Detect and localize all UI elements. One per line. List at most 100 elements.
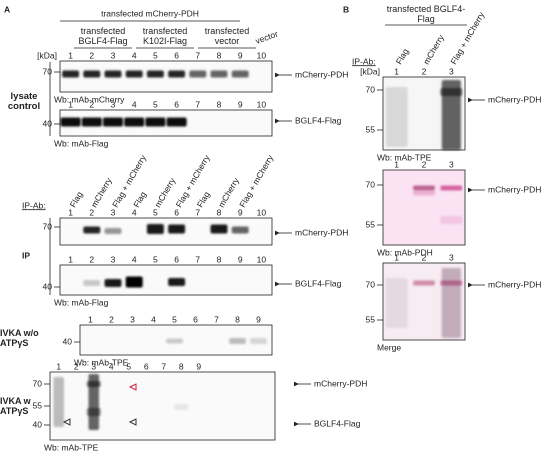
- wb-label: Wb: mAb-mCherry: [54, 94, 125, 104]
- marker-label: 40: [43, 281, 53, 291]
- band: [125, 276, 143, 288]
- lane-number: 1: [394, 252, 399, 262]
- lane-number: 10: [257, 254, 267, 264]
- lane-number: 2: [89, 254, 94, 264]
- lane-number: 7: [195, 50, 200, 60]
- band: [146, 224, 164, 234]
- column-label: Flag + mCherry: [237, 153, 275, 210]
- lane-number: 6: [174, 254, 179, 264]
- ip-ab-label: IP-Ab:: [352, 56, 376, 66]
- lane-number: 1: [68, 207, 73, 217]
- lane-number: 2: [422, 66, 427, 76]
- lane-number: 9: [238, 254, 243, 264]
- band: [440, 185, 463, 191]
- band: [83, 280, 101, 286]
- lane-number: 7: [195, 254, 200, 264]
- band: [441, 80, 461, 150]
- wb-label: Wb: mAb-TPE: [377, 152, 432, 162]
- lane-number: 3: [449, 66, 454, 76]
- marker-label: 40: [63, 336, 73, 346]
- band: [440, 88, 463, 96]
- lane-number: 1: [394, 159, 399, 169]
- lane-number: 7: [195, 99, 200, 109]
- band: [210, 224, 228, 234]
- lane-number: 8: [217, 207, 222, 217]
- lane-number: 4: [151, 314, 156, 324]
- lane-number: 3: [130, 314, 135, 324]
- column-label: mCherry: [421, 32, 446, 66]
- band: [440, 216, 463, 224]
- lane-number: 3: [449, 252, 454, 262]
- band-label: mCherry-PDH: [295, 227, 348, 237]
- lane-number: 10: [257, 207, 267, 217]
- lane-number: 4: [132, 99, 137, 109]
- band: [166, 338, 183, 344]
- lane-number: 5: [153, 207, 158, 217]
- lane-number: 1: [68, 99, 73, 109]
- lane-number: 3: [91, 361, 96, 371]
- band: [53, 377, 64, 427]
- lane-number: 1: [68, 50, 73, 60]
- blot: [49, 371, 276, 441]
- lane-number: 1: [394, 66, 399, 76]
- lane-number: 9: [256, 314, 261, 324]
- lane-number: 10: [257, 50, 267, 60]
- lane-number: 9: [238, 50, 243, 60]
- header: transfected mCherry-PDH: [101, 8, 199, 18]
- lane-number: 7: [161, 361, 166, 371]
- band: [104, 228, 122, 234]
- band: [102, 117, 124, 127]
- lane-number: 2: [422, 159, 427, 169]
- band: [166, 117, 187, 127]
- column-label: Flag: [131, 190, 148, 210]
- marker-label: 70: [43, 66, 53, 76]
- section-label: IVKA w/o ATPγS: [0, 328, 39, 348]
- blot: [59, 264, 273, 296]
- wb-label: Wb: mAb-Flag: [54, 297, 109, 307]
- marker-label: 55: [366, 314, 376, 324]
- band: [413, 190, 435, 196]
- lane-number: 9: [238, 99, 243, 109]
- lane-number: 4: [132, 207, 137, 217]
- marker-label: 70: [33, 378, 43, 388]
- band: [86, 408, 101, 416]
- lane-number: 8: [235, 314, 240, 324]
- band: [81, 117, 102, 127]
- band: [86, 381, 101, 387]
- band-label: mCherry-PDH: [295, 69, 348, 79]
- band: [231, 226, 249, 234]
- band: [168, 70, 186, 78]
- lane-number: 6: [144, 361, 149, 371]
- band-label: BGLF4-Flag: [314, 418, 361, 428]
- band-label: mCherry-PDH: [488, 94, 541, 104]
- wb-label: Merge: [377, 342, 401, 352]
- band: [145, 117, 166, 127]
- section-label: lysate control: [7, 91, 41, 112]
- lane-number: 4: [132, 50, 137, 60]
- band: [413, 185, 435, 191]
- group-label: transfected vector: [204, 26, 250, 46]
- lane-number: 1: [68, 254, 73, 264]
- lane-number: 1: [88, 314, 93, 324]
- section-label: IVKA w ATPγS: [0, 396, 31, 416]
- lane-number: 3: [111, 207, 116, 217]
- lane-number: 5: [153, 50, 158, 60]
- band: [146, 70, 164, 78]
- band-label: mCherry-PDH: [314, 378, 367, 388]
- band: [104, 70, 122, 78]
- arrowhead-marker: [128, 418, 137, 426]
- band: [125, 70, 143, 78]
- lane-number: 6: [174, 207, 179, 217]
- ip-ab-label: IP-Ab:: [22, 200, 46, 210]
- lane-number: 6: [193, 314, 198, 324]
- group-label: transfected BGLF4-Flag: [78, 26, 128, 46]
- marker-label: 40: [33, 419, 43, 429]
- column-label: Flag: [68, 190, 85, 210]
- unit-label: [kDa]: [37, 50, 57, 60]
- wb-label: Wb: mAb-TPE: [44, 442, 99, 452]
- panel-label: A: [4, 4, 10, 14]
- band-label: BGLF4-Flag: [295, 115, 342, 125]
- lane-number: 5: [153, 99, 158, 109]
